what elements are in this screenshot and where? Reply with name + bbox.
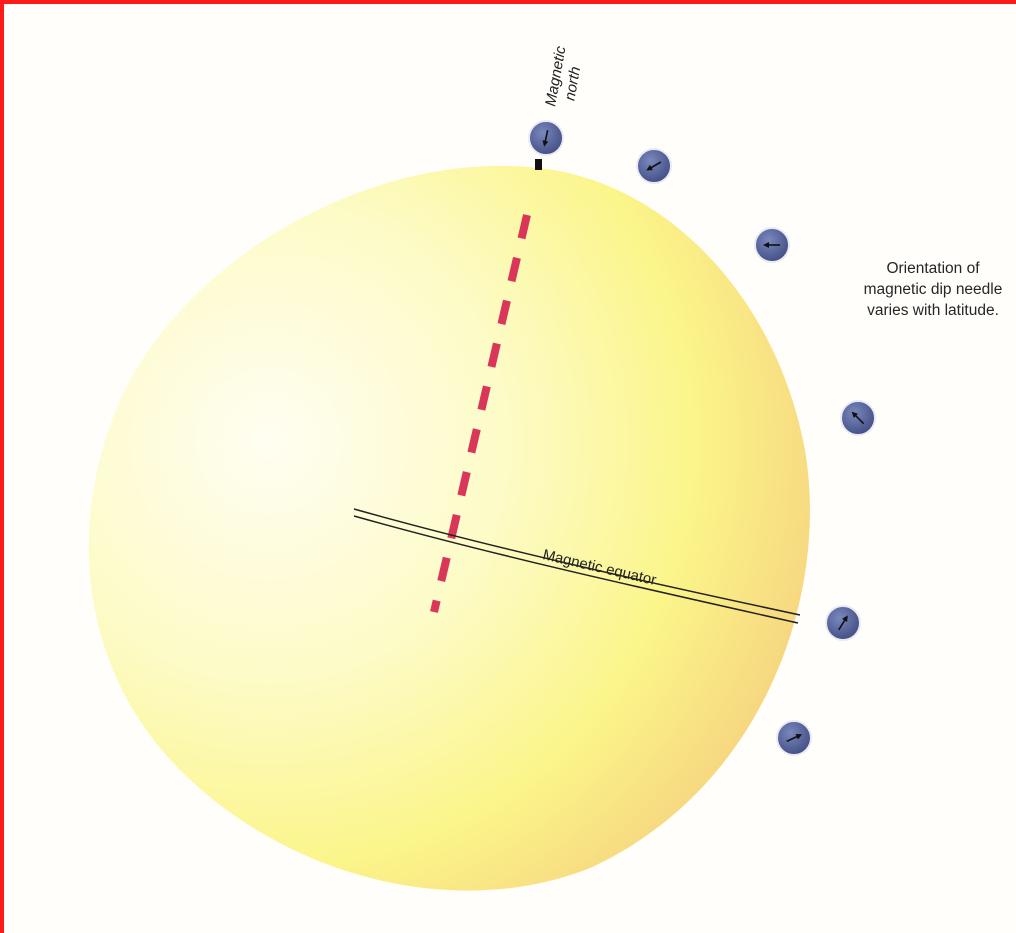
dip-needle-compass-icon — [636, 148, 672, 184]
earth-globe — [88, 165, 810, 891]
dip-needle-compass-icon — [776, 720, 812, 756]
dip-needle-compass-icon — [528, 120, 564, 156]
dip-needle-caption: Orientation of magnetic dip needle varie… — [863, 260, 1003, 319]
dip-needle-compass-icon — [840, 400, 876, 436]
dip-needle-compass-icon — [754, 227, 790, 263]
magnetic-equator-line — [353, 508, 801, 624]
svg-text:north: north — [561, 65, 584, 102]
geographic-axis-dashed-line — [430, 214, 531, 613]
dip-needle-compass-icon — [825, 605, 861, 641]
magnetic-north-pole-marker — [535, 159, 542, 170]
magnetic-north-label: Magnetic north — [542, 44, 584, 107]
